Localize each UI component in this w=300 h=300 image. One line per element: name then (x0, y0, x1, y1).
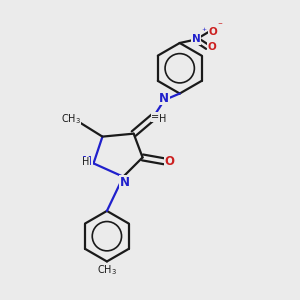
Text: =: = (151, 112, 159, 122)
Text: $^-$: $^-$ (216, 20, 224, 29)
Text: CH$_3$: CH$_3$ (61, 112, 81, 126)
Text: CH$_3$: CH$_3$ (97, 263, 117, 277)
Text: O: O (208, 27, 217, 37)
Text: N: N (159, 92, 169, 105)
Text: $^+$: $^+$ (200, 27, 207, 36)
Text: H: H (159, 114, 166, 124)
Text: N: N (82, 155, 92, 168)
Text: O: O (207, 42, 216, 52)
Text: N: N (192, 34, 200, 44)
Text: O: O (165, 155, 175, 168)
Text: N: N (120, 176, 130, 189)
Text: H: H (82, 157, 90, 167)
